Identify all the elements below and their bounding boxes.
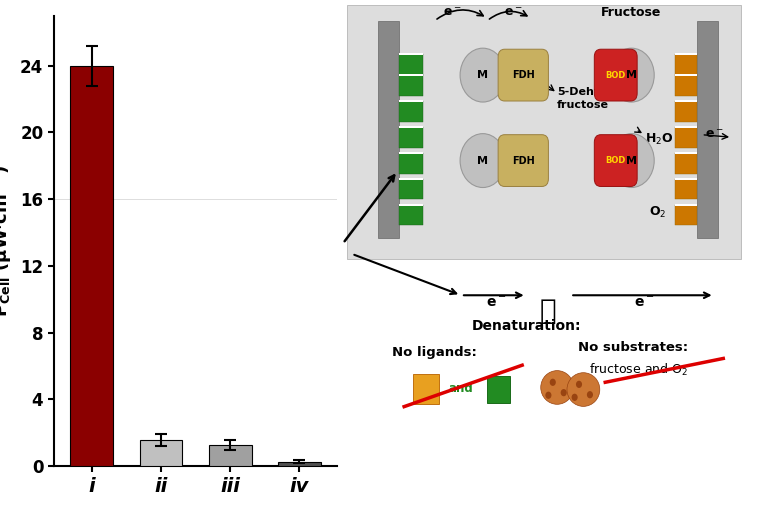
Circle shape	[545, 392, 551, 399]
Bar	[487, 376, 510, 403]
Text: M: M	[626, 70, 637, 80]
Text: Denaturation:: Denaturation:	[472, 319, 581, 334]
Bar	[399, 100, 423, 102]
Circle shape	[576, 381, 582, 388]
Circle shape	[460, 48, 505, 102]
Bar	[399, 152, 423, 154]
Circle shape	[609, 48, 654, 102]
FancyBboxPatch shape	[594, 135, 637, 186]
Text: O$_2$: O$_2$	[649, 205, 667, 220]
Text: No ligands:: No ligands:	[392, 346, 477, 359]
Bar	[675, 100, 697, 102]
Bar	[399, 126, 423, 128]
Circle shape	[609, 134, 654, 188]
Text: e$^-$: e$^-$	[486, 296, 506, 310]
Bar	[399, 204, 423, 206]
FancyBboxPatch shape	[594, 49, 637, 101]
Text: and: and	[449, 382, 473, 395]
Circle shape	[571, 394, 578, 401]
Bar	[675, 53, 697, 55]
Text: No substrates:: No substrates:	[578, 340, 688, 354]
Bar	[675, 178, 697, 180]
Bar	[675, 74, 697, 76]
Text: 💡: 💡	[540, 297, 557, 325]
Bar	[675, 179, 697, 199]
Bar	[399, 53, 423, 55]
FancyBboxPatch shape	[498, 135, 548, 186]
Ellipse shape	[541, 371, 574, 404]
Text: Fructose: Fructose	[601, 6, 661, 20]
Bar	[399, 179, 423, 199]
Bar	[71, 66, 114, 466]
Bar	[399, 101, 423, 122]
Bar	[140, 440, 183, 466]
Text: H$_2$O: H$_2$O	[644, 132, 673, 148]
Bar	[675, 75, 697, 96]
FancyBboxPatch shape	[498, 49, 548, 101]
Text: FDH: FDH	[512, 155, 535, 166]
Bar	[399, 153, 423, 174]
Text: BOD: BOD	[605, 156, 626, 165]
Bar	[399, 74, 423, 76]
Bar	[399, 127, 423, 148]
Text: 5-Dehydro-
fructose: 5-Dehydro- fructose	[557, 87, 627, 110]
Text: e$^-$: e$^-$	[443, 6, 462, 20]
Bar	[697, 21, 718, 238]
Bar	[399, 75, 423, 96]
Bar	[675, 126, 697, 128]
Circle shape	[460, 134, 505, 188]
Bar	[413, 374, 439, 404]
Text: FDH: FDH	[512, 70, 535, 80]
Bar	[399, 54, 423, 75]
Bar	[675, 205, 697, 225]
Text: fructose and O$_2$: fructose and O$_2$	[589, 362, 688, 379]
Bar	[209, 445, 252, 466]
Bar	[278, 462, 321, 466]
Text: e$^-$: e$^-$	[705, 128, 724, 141]
Text: M: M	[477, 70, 489, 80]
Bar	[675, 152, 697, 154]
Text: M: M	[626, 155, 637, 166]
Circle shape	[587, 391, 593, 398]
Bar	[399, 205, 423, 225]
Bar	[378, 21, 399, 238]
Bar	[675, 101, 697, 122]
Text: e$^-$: e$^-$	[504, 6, 523, 20]
Text: BOD: BOD	[605, 70, 626, 80]
Bar	[675, 54, 697, 75]
Circle shape	[561, 389, 567, 396]
Text: e$^-$: e$^-$	[634, 296, 655, 310]
Ellipse shape	[567, 373, 600, 406]
Circle shape	[550, 379, 556, 386]
Text: M: M	[477, 155, 489, 166]
Bar	[675, 204, 697, 206]
Y-axis label: P$_{\mathbf{Cell}}$ ($\mathbf{\mu}$W$\cdot$cm$^{\mathbf{-2}}$): P$_{\mathbf{Cell}}$ ($\mathbf{\mu}$W$\cd…	[0, 165, 15, 317]
Bar	[399, 178, 423, 180]
Bar	[347, 5, 741, 259]
Bar	[675, 127, 697, 148]
Bar	[675, 153, 697, 174]
